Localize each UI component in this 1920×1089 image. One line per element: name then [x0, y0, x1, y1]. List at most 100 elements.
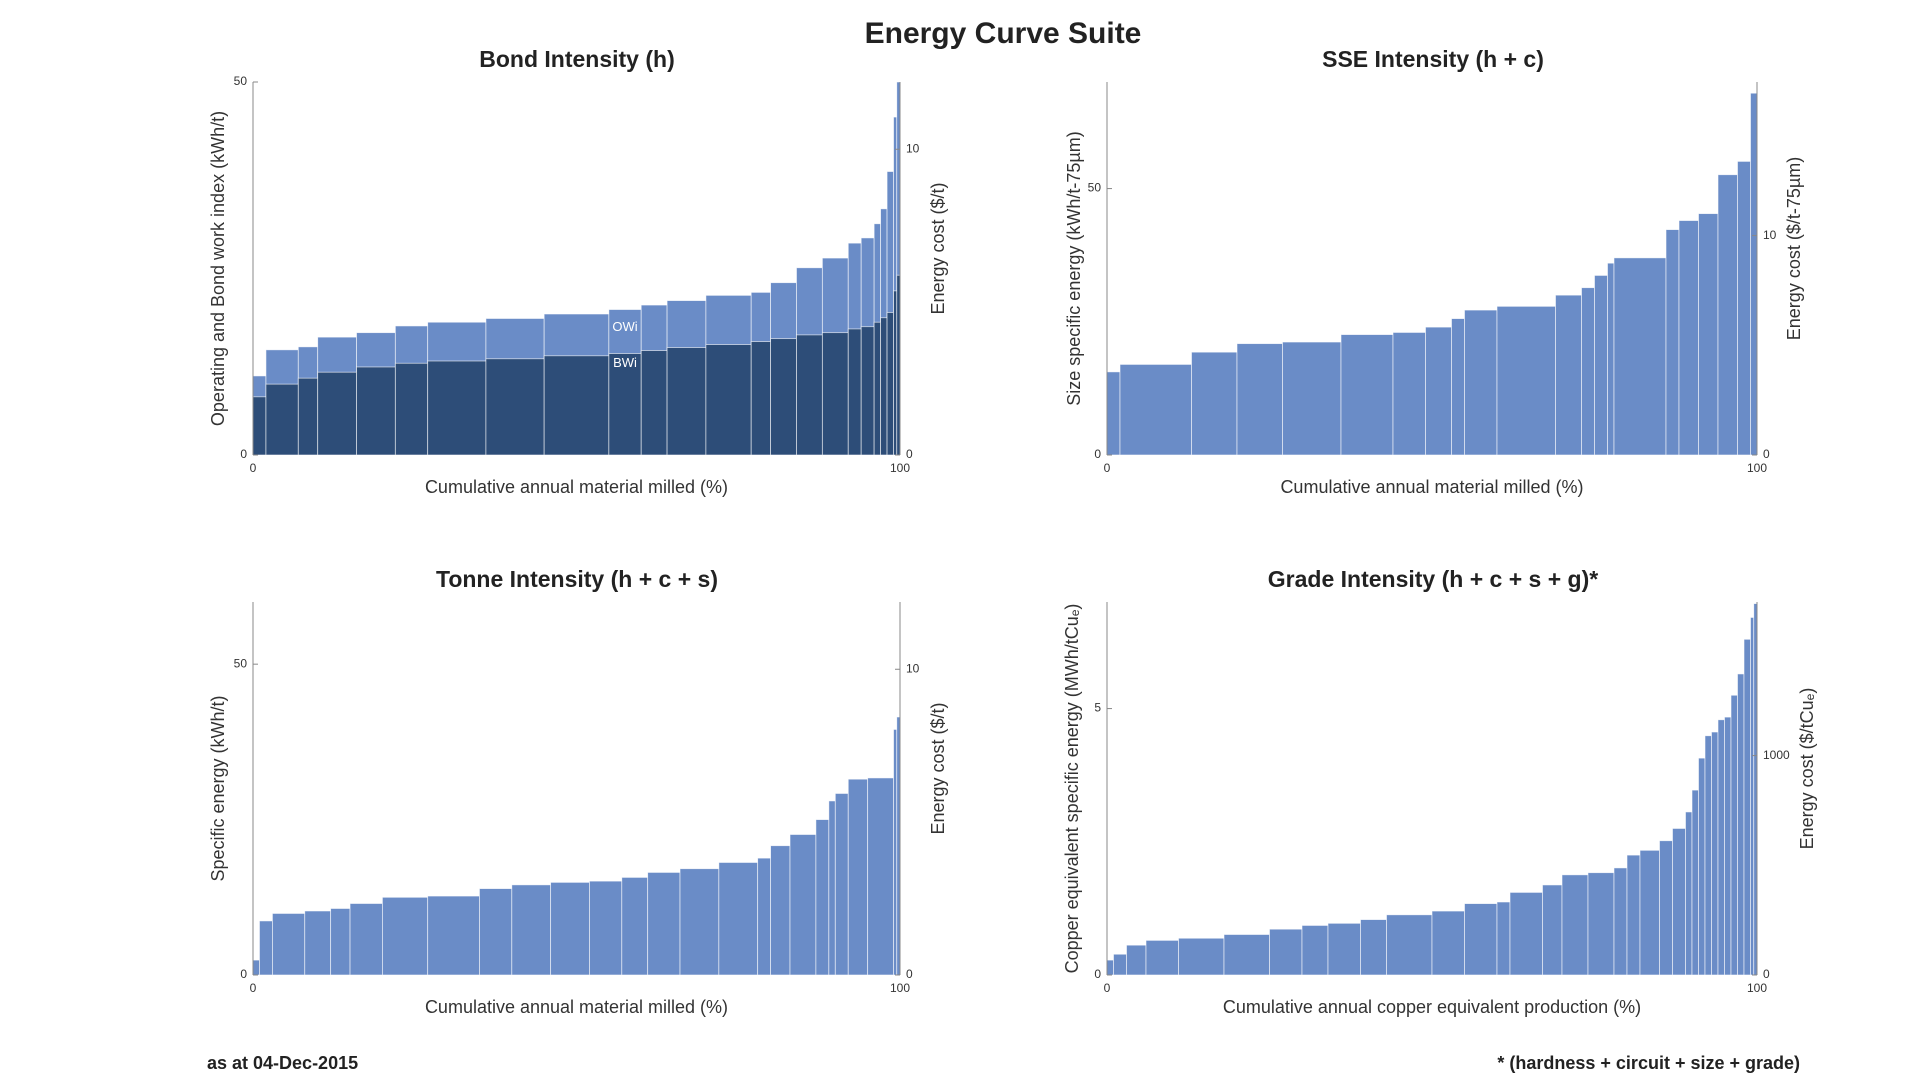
chart-title: Tonne Intensity (h + c + s): [436, 566, 718, 592]
bar: [796, 334, 823, 456]
bar: [265, 383, 299, 456]
bar: [1451, 318, 1465, 456]
bar: [886, 312, 894, 456]
bar: [828, 800, 836, 976]
bar: [893, 290, 898, 456]
bar: [647, 872, 681, 976]
series-label: BWi: [613, 355, 637, 370]
y-tick-label: 50: [1088, 181, 1102, 195]
y2-tick-label: 0: [1763, 967, 1770, 981]
bar: [880, 317, 888, 456]
bar: [679, 868, 720, 976]
bar: [834, 793, 849, 976]
footer-note: * (hardness + circuit + size + grade): [1497, 1053, 1800, 1073]
bar: [381, 896, 429, 976]
bar: [1626, 854, 1641, 976]
footer-date: as at 04-Dec-2015: [207, 1053, 358, 1073]
bar: [349, 903, 383, 976]
bar: [1691, 789, 1699, 976]
bar: [394, 362, 429, 456]
bar: [621, 876, 649, 976]
x-axis-label: Cumulative annual material milled (%): [425, 997, 728, 1017]
bar: [815, 819, 830, 976]
y-axis-label: Size specific energy (kWh/t-75µm): [1064, 131, 1084, 405]
y2-tick-label: 0: [906, 447, 913, 461]
bar: [479, 888, 513, 976]
y2-axis-label: Energy cost ($/tCuₑ): [1797, 688, 1817, 850]
bar: [1282, 341, 1342, 456]
bar: [1496, 305, 1556, 456]
bar: [1665, 229, 1680, 456]
bar: [666, 347, 707, 456]
bar: [1236, 343, 1283, 456]
y2-axis-label: Energy cost ($/t-75µm): [1784, 157, 1804, 340]
figure-title: Energy Curve Suite: [865, 17, 1142, 50]
bar: [1119, 364, 1192, 456]
bar: [356, 366, 396, 456]
bar: [1145, 939, 1179, 976]
bar: [1555, 294, 1582, 456]
bar: [543, 355, 610, 456]
bar: [1191, 351, 1238, 456]
bar: [860, 326, 875, 456]
bar: [1730, 694, 1738, 976]
y-axis-label: Operating and Bond work index (kWh/t): [208, 111, 228, 426]
chart-title: SSE Intensity (h + c): [1322, 46, 1544, 72]
bar: [485, 358, 545, 456]
x-tick-label: 0: [1104, 461, 1111, 475]
x-axis-label: Cumulative annual material milled (%): [1280, 477, 1583, 497]
bar: [873, 321, 881, 456]
bar: [1698, 213, 1719, 456]
bar: [1750, 92, 1758, 456]
bar: [1737, 160, 1751, 456]
y-tick-label: 0: [240, 447, 247, 461]
bar: [1594, 275, 1608, 456]
x-axis-label: Cumulative annual material milled (%): [425, 477, 728, 497]
series-label: OWi: [612, 319, 637, 334]
bar: [1113, 953, 1127, 976]
bar: [1678, 220, 1699, 456]
bar: [750, 341, 772, 456]
bar: [789, 834, 817, 976]
bar: [1659, 840, 1673, 976]
bar: [1737, 673, 1745, 976]
bar: [252, 959, 260, 976]
x-tick-label: 100: [1747, 461, 1767, 475]
bar: [1717, 174, 1738, 456]
y-tick-label: 0: [240, 967, 247, 981]
bar: [1386, 914, 1433, 976]
y-tick-label: 0: [1094, 967, 1101, 981]
bar: [511, 884, 552, 976]
bar: [770, 845, 791, 976]
bar: [1743, 638, 1751, 976]
y-tick-label: 0: [1094, 447, 1101, 461]
bar: [427, 895, 480, 976]
bar: [770, 338, 797, 456]
x-tick-label: 0: [1104, 981, 1111, 995]
bar: [1269, 928, 1303, 976]
bar: [718, 862, 759, 976]
y2-tick-label: 10: [1763, 228, 1777, 242]
x-axis-label: Cumulative annual copper equivalent prod…: [1223, 997, 1641, 1017]
bar: [1542, 884, 1563, 976]
bar: [1672, 828, 1686, 976]
x-tick-label: 100: [890, 461, 910, 475]
bar: [640, 350, 668, 456]
y-tick-label: 50: [234, 656, 248, 670]
bar: [1639, 849, 1660, 976]
bar: [427, 360, 487, 456]
bar: [317, 371, 357, 456]
bar: [1392, 332, 1426, 456]
x-tick-label: 100: [890, 981, 910, 995]
bar: [550, 881, 590, 976]
bar: [1431, 910, 1465, 976]
bar: [1496, 901, 1511, 976]
bar: [1106, 371, 1121, 456]
y2-axis-label: Energy cost ($/t): [928, 702, 948, 834]
bar: [304, 910, 332, 976]
y-tick-label: 50: [234, 74, 248, 88]
y2-tick-label: 0: [906, 967, 913, 981]
chart-title: Grade Intensity (h + c + s + g)*: [1268, 566, 1598, 592]
bar: [705, 344, 752, 456]
